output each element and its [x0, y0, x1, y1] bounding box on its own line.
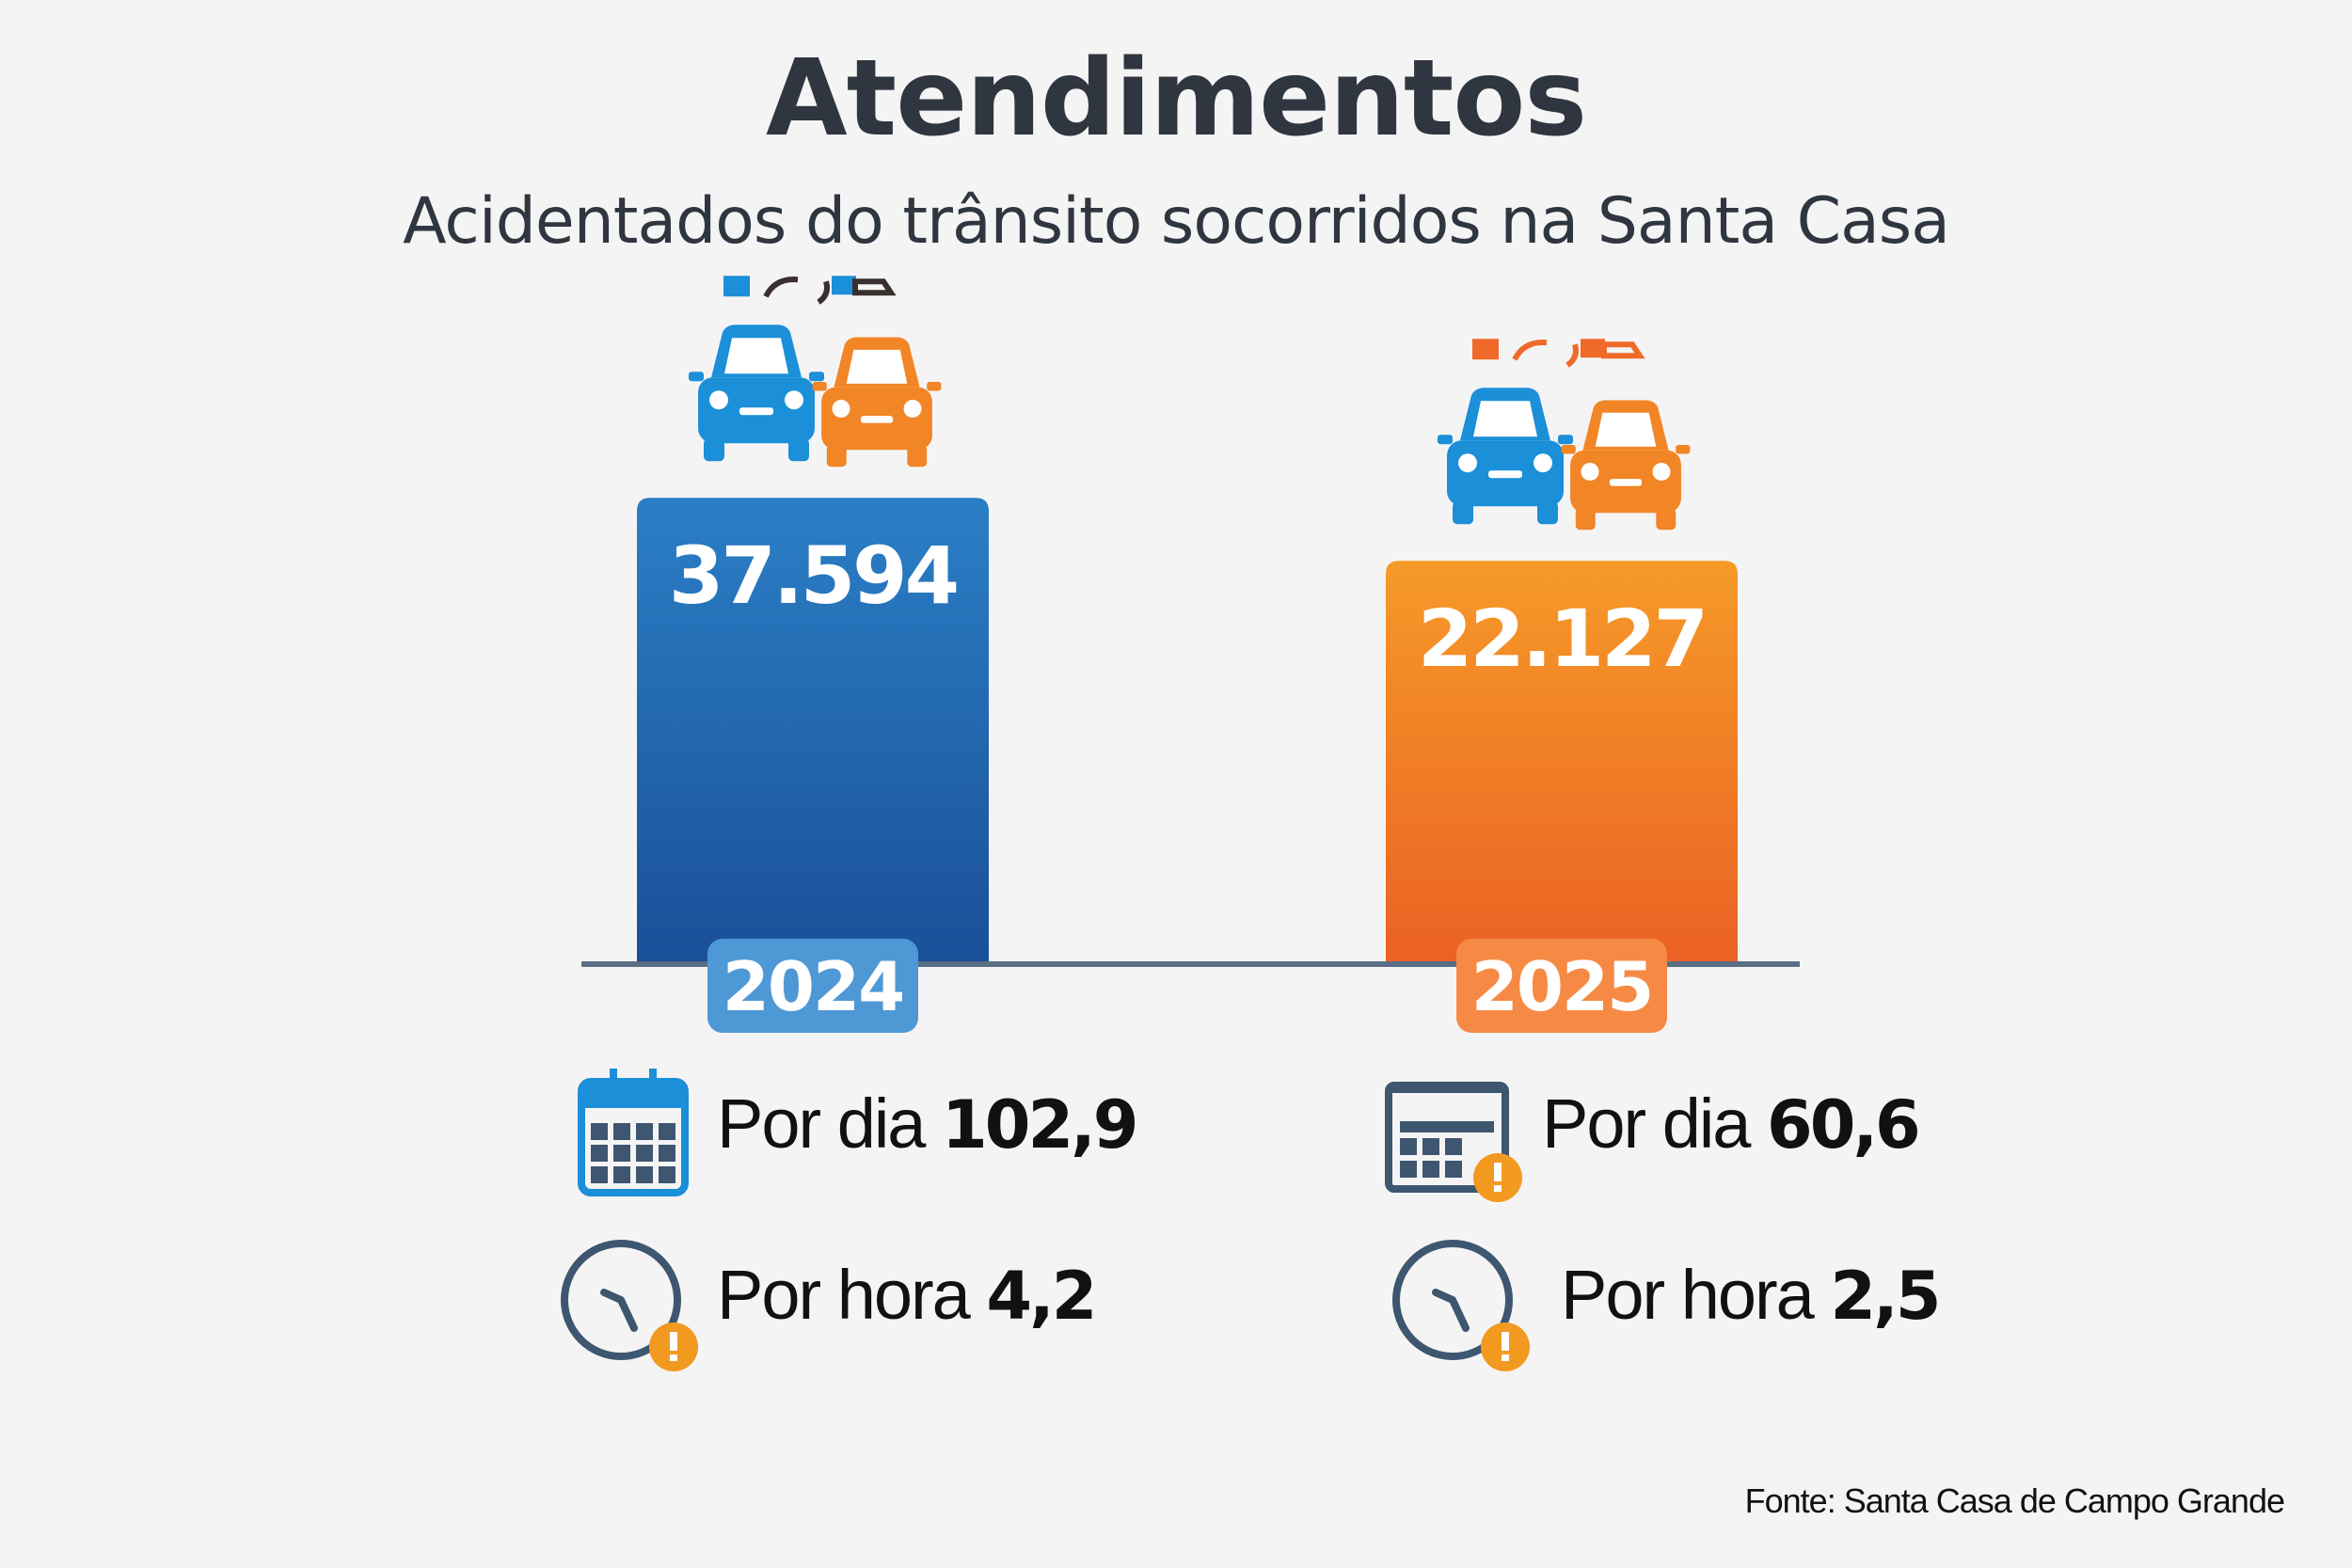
year-badge — [1456, 939, 1667, 1033]
per-hour-value: 2,5 — [1830, 1258, 1941, 1335]
per-hour-label: Por hora — [717, 1256, 971, 1334]
stat-2024-per-day: Por dia 102,9 — [717, 1084, 1138, 1164]
per-day-label: Por dia — [717, 1085, 926, 1163]
clock-alert-icon — [1392, 1240, 1530, 1371]
per-day-label: Por dia — [1542, 1085, 1751, 1163]
chart-title: Atendimentos — [765, 38, 1587, 160]
x-tick-label: 2024 — [723, 947, 903, 1026]
per-day-value: 102,9 — [942, 1086, 1138, 1164]
calendar-alert-icon — [1385, 1082, 1522, 1202]
stat-2025-per-hour: Por hora 2,5 — [1561, 1255, 1941, 1335]
bar-2024 — [637, 498, 989, 964]
chart-subtitle: Acidentados do trânsito socorridos na Sa… — [403, 184, 1950, 259]
stat-2024-per-hour: Por hora 4,2 — [717, 1255, 1097, 1335]
car-collision-icon — [689, 276, 942, 467]
per-hour-label: Por hora — [1561, 1256, 1815, 1334]
clock-alert-icon — [561, 1240, 698, 1371]
year-badge — [707, 939, 918, 1033]
source-note: Fonte: Santa Casa de Campo Grande — [1744, 1481, 2285, 1520]
car-collision-icon — [1438, 339, 1691, 531]
bar-2025 — [1386, 561, 1738, 964]
per-day-value: 60,6 — [1767, 1086, 1921, 1164]
per-hour-value: 4,2 — [986, 1258, 1097, 1335]
stat-2025-per-day: Por dia 60,6 — [1542, 1084, 1921, 1164]
bar-value-label: 22.127 — [1418, 593, 1706, 685]
calendar-icon — [578, 1069, 689, 1196]
bar-value-label: 37.594 — [669, 530, 957, 622]
x-tick-label: 2025 — [1471, 947, 1652, 1026]
